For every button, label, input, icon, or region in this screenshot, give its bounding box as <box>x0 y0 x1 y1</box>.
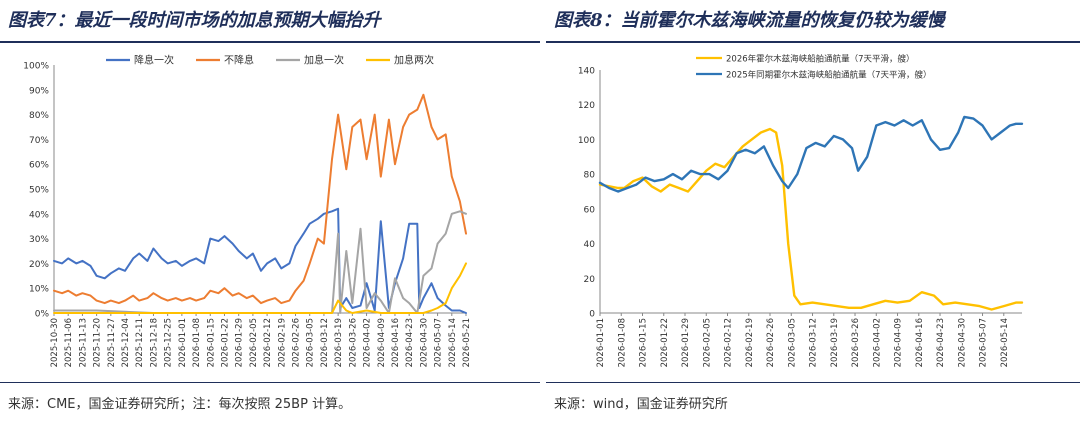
y-tick-label: 60 <box>584 205 596 215</box>
series-line-1 <box>53 207 467 314</box>
x-tick-label: 2026-04-16 <box>391 318 401 367</box>
x-tick-label: 2026-03-26 <box>348 318 358 367</box>
x-tick-label: 2026-05-07 <box>979 318 989 367</box>
x-tick-label: 2026-02-12 <box>724 318 734 367</box>
y-tick-label: 70% <box>29 136 49 146</box>
x-tick-label: 2026-02-05 <box>249 318 259 367</box>
series-line-2 <box>53 93 467 305</box>
rate-expectation-chart: 0% 10% 20% 30% 40% 50% 60% 70% 80% 90% 100% 2025-10… <box>23 54 472 368</box>
y-tick-label: 80 <box>584 171 596 181</box>
x-tick-label: 2026-04-09 <box>377 318 387 367</box>
legend-label-4: 加息两次 <box>394 54 434 67</box>
x-tick-label: 2026-03-26 <box>851 318 861 367</box>
x-tick-label: 2026-02-12 <box>263 318 273 367</box>
x-tick-label: 2026-02-19 <box>277 318 287 367</box>
left-title-rule <box>0 41 540 43</box>
left-figure-title: 图表7：最近一段时间市场的加息预期大幅抬升 <box>8 10 381 31</box>
y-tick-label: 100 <box>578 136 595 146</box>
x-tick-label: 2026-01-22 <box>220 318 230 367</box>
x-tick-label: 2026-05-07 <box>434 318 444 367</box>
x-tick-label: 2025-12-04 <box>121 318 131 367</box>
series-line-2 <box>598 115 1024 193</box>
y-tick-label: 50% <box>29 186 49 196</box>
right-source-note: 来源：wind，国金证券研究所 <box>554 397 728 412</box>
x-tick-label: 2026-03-12 <box>809 318 819 367</box>
x-tick-label: 2026-03-12 <box>320 318 330 367</box>
x-tick-label: 2026-02-19 <box>745 318 755 367</box>
right-title-rule <box>546 41 1080 43</box>
y-tick-label: 0 <box>589 310 595 320</box>
y-tick-label: 20% <box>29 260 49 270</box>
x-tick-label: 2025-12-11 <box>135 318 145 367</box>
x-tick-label: 2026-04-02 <box>363 318 373 367</box>
y-tick-label: 40 <box>584 240 596 250</box>
y-tick-label: 80% <box>29 111 49 121</box>
x-tick-label: 2026-03-05 <box>306 318 316 367</box>
left-source-note: 来源：CME，国金证券研究所；注：每次按照 25BP 计算。 <box>8 397 352 412</box>
y-tick-label: 40% <box>29 210 49 220</box>
x-tick-label: 2026-01-01 <box>596 318 606 367</box>
x-tick-label: 2026-02-26 <box>292 318 302 367</box>
series-line-1 <box>598 127 1024 311</box>
x-tick-label: 2026-01-15 <box>206 318 216 367</box>
x-tick-label: 2026-03-19 <box>830 318 840 367</box>
x-tick-label: 2025-11-27 <box>107 318 117 367</box>
x-tick-label: 2026-04-23 <box>405 318 415 367</box>
y-tick-label: 100% <box>23 62 49 72</box>
legend-label-1: 降息一次 <box>134 54 174 67</box>
x-tick-label: 2026-04-30 <box>957 318 967 367</box>
x-tick-label: 2026-02-26 <box>766 318 776 367</box>
y-tick-label: 90% <box>29 86 49 96</box>
x-tick-label: 2026-01-29 <box>235 318 245 367</box>
legend-label-2: 2025年同期霍尔木兹海峡船舶通航量（7天平滑，艘） <box>726 70 932 81</box>
hormuz-traffic-chart: 0 20 40 60 80 100 120 140 2026-01-01 2026-01-08 20… <box>578 54 1024 367</box>
right-source-rule <box>546 382 1080 383</box>
x-tick-label: 2026-04-23 <box>936 318 946 367</box>
y-tick-label: 30% <box>29 235 49 245</box>
y-tick-label: 10% <box>29 285 49 295</box>
x-tick-label: 2026-01-08 <box>617 318 627 367</box>
x-tick-label: 2025-11-20 <box>93 318 103 367</box>
x-tick-label: 2026-01-22 <box>660 318 670 367</box>
x-tick-label: 2026-01-29 <box>681 318 691 367</box>
x-tick-label: 2026-04-09 <box>894 318 904 367</box>
x-tick-label: 2026-05-14 <box>448 318 458 367</box>
left-figure-panel: 图表7：最近一段时间市场的加息预期大幅抬升 0% 10% 20% 30% 40% 50% 6… <box>0 10 540 412</box>
x-tick-label: 2026-04-02 <box>872 318 882 367</box>
right-figure-title: 图表8：当前霍尔木兹海峡流量的恢复仍较为缓慢 <box>554 10 945 31</box>
y-tick-label: 60% <box>29 161 49 171</box>
x-tick-label: 2025-12-25 <box>164 318 174 367</box>
x-tick-label: 2026-02-05 <box>702 318 712 367</box>
y-tick-label: 0% <box>35 310 50 320</box>
x-tick-label: 2026-01-01 <box>178 318 188 367</box>
x-tick-label: 2025-10-30 <box>50 318 60 367</box>
legend-label-1: 2026年霍尔木兹海峡船舶通航量（7天平滑，艘） <box>726 54 915 65</box>
x-tick-label: 2025-11-06 <box>64 318 74 367</box>
x-tick-label: 2026-01-08 <box>192 318 202 367</box>
series-line-4 <box>53 262 467 314</box>
y-tick-label: 120 <box>578 101 595 111</box>
x-tick-label: 2025-11-13 <box>78 318 88 367</box>
y-tick-label: 20 <box>584 275 596 285</box>
right-figure-panel: 图表8：当前霍尔木兹海峡流量的恢复仍较为缓慢 0 20 40 60 80 100 120 14… <box>546 0 1080 422</box>
series-line-3 <box>53 210 467 314</box>
x-tick-label: 2026-01-15 <box>639 318 649 367</box>
x-tick-label: 2026-04-16 <box>915 318 925 367</box>
y-tick-label: 140 <box>578 67 595 77</box>
x-tick-label: 2026-03-05 <box>787 318 797 367</box>
legend-label-2: 不降息 <box>224 54 254 67</box>
x-tick-label: 2025-12-18 <box>149 318 159 367</box>
left-source-rule <box>0 382 540 383</box>
x-tick-label: 2026-05-14 <box>1000 318 1010 367</box>
x-tick-label: 2026-04-30 <box>419 318 429 367</box>
x-tick-label: 2026-05-21 <box>462 318 472 367</box>
x-tick-label: 2026-03-19 <box>334 318 344 367</box>
legend-label-3: 加息一次 <box>304 54 344 67</box>
